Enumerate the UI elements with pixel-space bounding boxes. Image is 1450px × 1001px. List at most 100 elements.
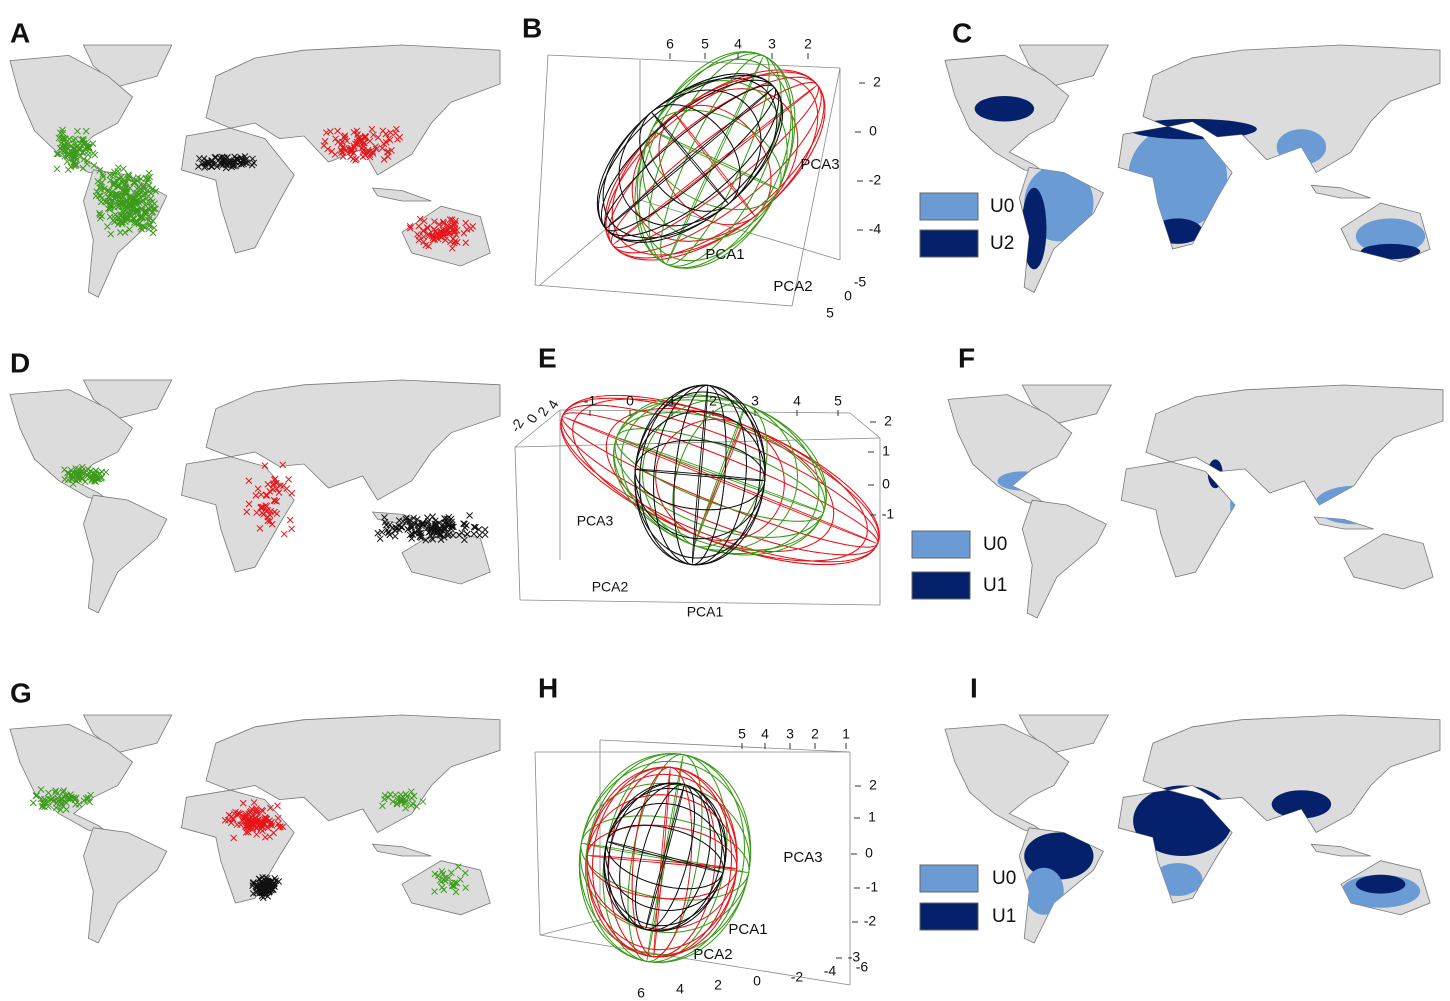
tick-label: -2 xyxy=(864,913,877,929)
legend-swatch xyxy=(920,865,978,892)
continent xyxy=(373,188,432,201)
box-edge xyxy=(548,55,840,68)
suitability-area xyxy=(998,471,1048,490)
occurrence xyxy=(420,799,426,805)
occurrence xyxy=(482,527,488,533)
occurrence xyxy=(90,150,96,156)
occurrence xyxy=(281,531,287,537)
axis-label: PCA2 xyxy=(693,946,732,963)
tick-label: 3 xyxy=(768,36,776,52)
legend: U0 U1 xyxy=(912,531,1007,599)
occurrence xyxy=(377,536,383,542)
tick-label: 0 xyxy=(869,123,877,139)
panel-label: D xyxy=(10,347,30,378)
occurrence xyxy=(30,800,36,806)
axis-label: PCA2 xyxy=(592,579,629,595)
tick-label: 1 xyxy=(882,443,890,459)
suitability-area xyxy=(1314,486,1393,524)
occurrence xyxy=(477,532,483,538)
niche-ellipsoid xyxy=(597,65,833,264)
axis-label: PCA2 xyxy=(773,278,812,295)
tick-label: -5 xyxy=(854,274,867,290)
legend-swatch xyxy=(920,193,978,220)
tick-label: 5 xyxy=(826,305,834,321)
occurrence xyxy=(90,141,96,147)
occurrence xyxy=(287,517,293,523)
suitability-area xyxy=(1230,481,1260,529)
tick-label: 5 xyxy=(738,726,746,742)
world-map xyxy=(945,45,1440,292)
box-edge xyxy=(535,55,548,285)
legend-label: U1 xyxy=(983,575,1007,596)
axis-label: PCA1 xyxy=(687,604,724,620)
legend-label: U2 xyxy=(990,233,1014,254)
box-edge xyxy=(540,920,600,935)
suitability-area xyxy=(1277,129,1327,165)
niche-ellipsoid xyxy=(584,819,740,905)
occurrence xyxy=(482,532,488,538)
tick-label: 0 xyxy=(882,476,890,492)
axis-label: PCA3 xyxy=(783,849,822,866)
tick-label: -1 xyxy=(866,879,879,895)
box-edge xyxy=(850,413,880,438)
suitability-area xyxy=(1128,119,1257,139)
legend-swatch xyxy=(912,531,970,558)
suitability-area xyxy=(1022,188,1047,270)
occurrence xyxy=(375,530,381,536)
tick-label: 3 xyxy=(751,393,759,409)
tick-label: 2 xyxy=(811,726,819,742)
suitability-area xyxy=(1272,790,1331,818)
legend-label: U0 xyxy=(990,196,1014,217)
pca-plot: -1012345210-1-2024PCA1PCA2PCA3 xyxy=(507,361,900,620)
occurrence xyxy=(65,167,71,173)
box-edge xyxy=(515,447,520,600)
tick-label: -2 xyxy=(869,172,882,188)
niche-ellipsoid xyxy=(591,70,789,247)
niche-ellipsoid xyxy=(607,410,833,539)
tick-label: 4 xyxy=(734,36,742,52)
occurrence xyxy=(274,803,280,809)
occurrence xyxy=(54,166,60,172)
occurrence xyxy=(379,529,385,535)
world-map xyxy=(10,715,500,943)
legend-swatch xyxy=(920,903,978,930)
suitability-area xyxy=(1361,244,1420,259)
continent xyxy=(1344,534,1433,589)
tick-label: -1 xyxy=(584,393,597,409)
suitability-layer xyxy=(1024,786,1420,915)
legend: U0U1 xyxy=(920,865,1016,930)
world-map xyxy=(10,380,500,613)
legend-swatch xyxy=(912,572,970,599)
niche-ellipsoid xyxy=(619,85,761,231)
panel-label: I xyxy=(970,672,978,703)
continent xyxy=(1311,844,1370,856)
panel-label: B xyxy=(522,12,542,43)
panel-label: C xyxy=(952,17,972,48)
tick-label: 1 xyxy=(868,809,876,825)
legend-label: U0 xyxy=(983,534,1007,555)
occurrence xyxy=(289,490,295,496)
tick-label: 2 xyxy=(709,393,717,409)
box-edge xyxy=(535,285,792,306)
occurrence xyxy=(467,512,473,518)
panel-label: E xyxy=(538,342,557,373)
legend-label: U0 xyxy=(992,868,1016,889)
tick-label: 6 xyxy=(637,985,645,1001)
axis-label: PCA1 xyxy=(705,246,744,263)
tick-label: -1 xyxy=(882,506,895,522)
tick-label: 2 xyxy=(804,36,812,52)
occurrence xyxy=(99,469,105,475)
tick-label: 0 xyxy=(844,288,852,304)
panel-label: A xyxy=(10,17,30,48)
legend: U0 U2 xyxy=(920,193,1014,257)
tick-label: -6 xyxy=(856,959,869,975)
tick-label: 0 xyxy=(753,973,761,989)
axis-label: PCA3 xyxy=(577,513,614,529)
niche-ellipsoid xyxy=(619,85,761,231)
tick-label: -4 xyxy=(824,963,837,979)
panel-label: F xyxy=(958,342,975,373)
box-edge xyxy=(600,740,850,752)
pca-plot: 54321210-1-2-36420-2-4-6PCA1PCA2PCA3 xyxy=(535,726,878,1001)
occurrence xyxy=(286,476,292,482)
